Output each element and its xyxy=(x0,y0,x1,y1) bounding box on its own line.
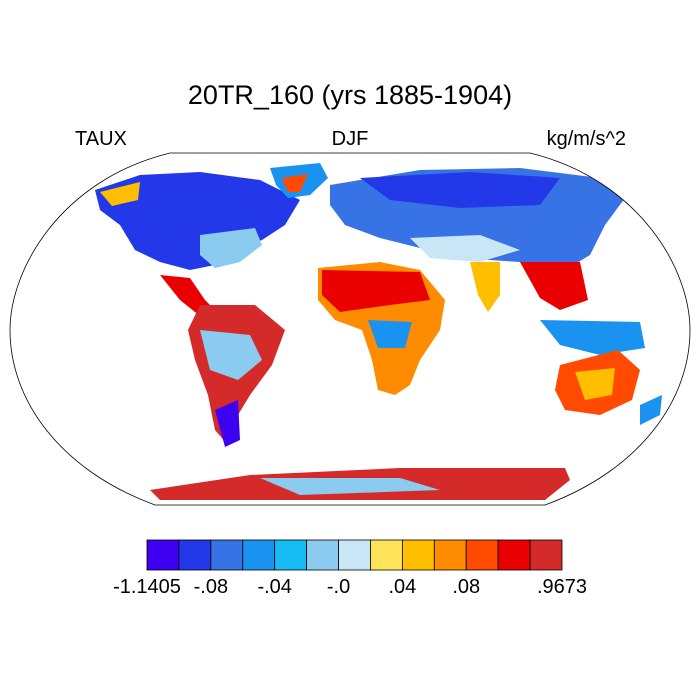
colorbar-tick-label: .04 xyxy=(388,576,417,598)
north-america-west xyxy=(100,182,140,206)
colorbar-tick-label: .9673 xyxy=(536,576,588,598)
africa-central xyxy=(368,320,412,348)
colorbar-tick-label: -.08 xyxy=(193,576,229,598)
colorbar-box xyxy=(210,539,244,571)
colorbar-tick-label: -.0 xyxy=(326,576,351,598)
africa-north xyxy=(322,270,430,312)
variable-label: TAUX xyxy=(75,128,127,150)
colorbar-box xyxy=(146,539,180,571)
asia-central xyxy=(410,235,520,262)
north-america-east xyxy=(200,228,262,268)
colorbar-box xyxy=(529,539,563,571)
colorbar-box xyxy=(242,539,276,571)
new-zealand xyxy=(640,395,662,425)
colorbar-box xyxy=(370,539,403,571)
indonesia xyxy=(540,320,645,355)
colorbar-box xyxy=(178,539,212,571)
colorbar-box xyxy=(338,539,371,571)
plot-title: 20TR_160 (yrs 1885-1904) xyxy=(187,80,513,110)
north-america xyxy=(95,172,300,270)
colorbar-box xyxy=(306,539,339,571)
season-label: DJF xyxy=(331,128,369,150)
colorbar-box xyxy=(433,539,467,571)
colorbar-box xyxy=(401,539,435,571)
map-boundary xyxy=(9,152,691,506)
se-asia xyxy=(520,262,588,310)
colorbar-box xyxy=(274,539,308,571)
colorbar-tick-label: .08 xyxy=(452,576,481,598)
asia-north xyxy=(360,172,560,208)
australia-inner xyxy=(575,368,615,400)
greenland-south xyxy=(282,174,308,192)
colorbar-tick-label: -1.1405 xyxy=(113,576,181,598)
antarctica-blue xyxy=(260,478,440,495)
colorbar-box xyxy=(465,539,499,571)
south-america-center xyxy=(200,330,262,380)
units-label: kg/m/s^2 xyxy=(546,128,626,150)
colorbar-box xyxy=(497,539,531,571)
south-america-tip xyxy=(215,400,240,447)
india xyxy=(470,262,500,312)
colorbar-tick-label: -.04 xyxy=(257,576,292,598)
